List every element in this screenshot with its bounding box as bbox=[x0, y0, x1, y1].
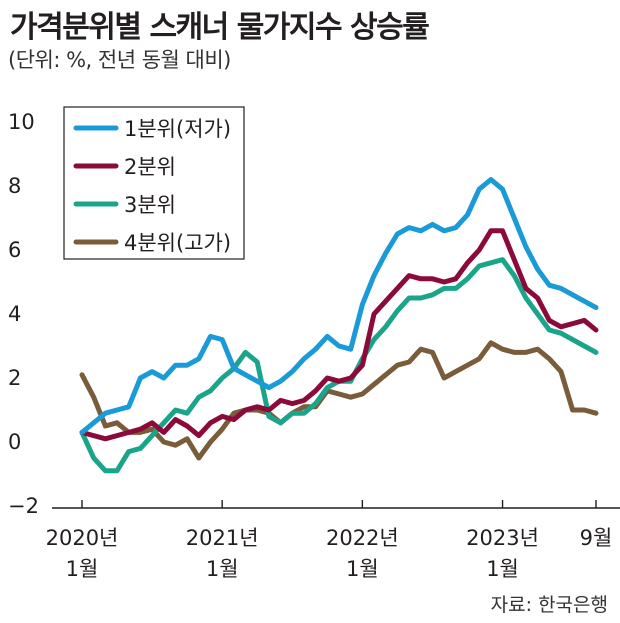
y-tick-label: 4 bbox=[8, 302, 21, 326]
x-tick-label: 2023년 bbox=[466, 526, 539, 550]
x-axis-ticks: 2020년 1월 2021년 1월 2022년 1월 2023년 1월 9월 bbox=[46, 500, 613, 581]
legend-label: 3분위 bbox=[124, 193, 176, 217]
source-note: 자료: 한국은행 bbox=[490, 594, 608, 616]
chart-subtitle: (단위: %, 전년 동월 대비) bbox=[8, 48, 231, 72]
x-tick-label: 2020년 bbox=[46, 526, 119, 550]
x-tick-label: 9월 bbox=[580, 526, 613, 550]
legend-label: 2분위 bbox=[124, 155, 176, 179]
x-tick-label: 1월 bbox=[66, 557, 99, 581]
series-line-2 bbox=[79, 228, 599, 442]
series-line-1 bbox=[79, 177, 599, 435]
x-tick-label: 2021년 bbox=[186, 526, 259, 550]
y-tick-label: 6 bbox=[8, 238, 21, 262]
legend: 1분위(저가) 2분위 3분위 4분위(고가) bbox=[63, 106, 245, 260]
series-line-4 bbox=[79, 340, 599, 461]
x-tick-label: 1월 bbox=[206, 557, 239, 581]
y-tick-label: −2 bbox=[8, 494, 39, 518]
x-tick-label: 1월 bbox=[486, 557, 519, 581]
legend-label: 4분위(고가) bbox=[124, 231, 231, 255]
legend-box bbox=[63, 106, 245, 260]
series-lines bbox=[79, 177, 599, 474]
x-tick-label: 2022년 bbox=[326, 526, 399, 550]
y-tick-label: 8 bbox=[8, 174, 21, 198]
y-tick-label: 2 bbox=[8, 366, 21, 390]
y-axis-ticks: 10 8 6 4 2 0 −2 bbox=[8, 110, 39, 518]
page-title: 가격분위별 스캐너 물가지수 상승률 bbox=[10, 10, 430, 45]
y-tick-label: 10 bbox=[8, 110, 35, 134]
x-tick-label: 1월 bbox=[346, 557, 379, 581]
y-tick-label: 0 bbox=[8, 430, 21, 454]
legend-label: 1분위(저가) bbox=[124, 117, 231, 141]
